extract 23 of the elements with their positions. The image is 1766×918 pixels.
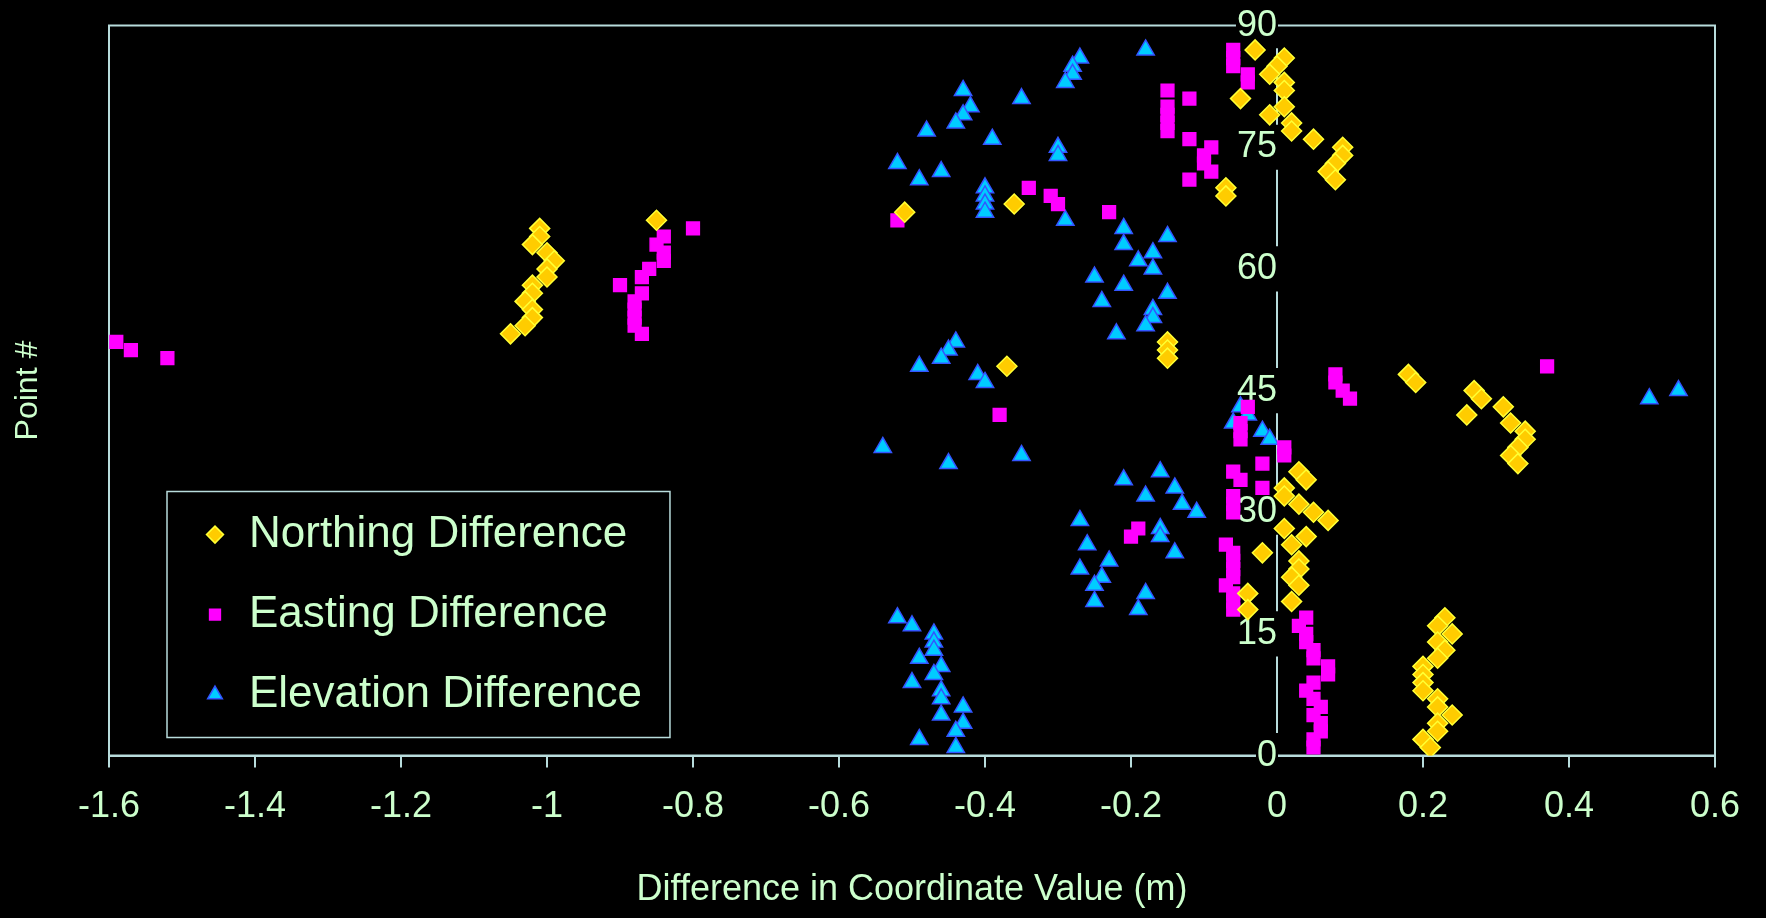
y-tick-label: 90: [1236, 2, 1277, 44]
x-tick-label: -0.8: [661, 784, 725, 826]
y-tick-label: 75: [1236, 124, 1277, 166]
x-tick-label: -0.4: [953, 784, 1017, 826]
y-tick-label: 60: [1236, 245, 1277, 287]
legend-label: Northing Difference: [249, 506, 628, 556]
x-tick-label: -1.4: [223, 784, 287, 826]
x-tick-label: -0.2: [1099, 784, 1163, 826]
x-tick-label: -1.6: [77, 784, 141, 826]
x-tick-label: 0.2: [1397, 784, 1449, 826]
x-tick-label: -1: [530, 784, 564, 826]
y-tick-label: 30: [1236, 489, 1277, 531]
x-axis-title: Difference in Coordinate Value (m): [636, 867, 1188, 909]
x-tick-label: 0.4: [1543, 784, 1595, 826]
legend-label: Elevation Difference: [249, 666, 642, 716]
x-tick-label: 0.6: [1689, 784, 1741, 826]
x-tick-label: -0.6: [807, 784, 871, 826]
legend-label: Easting Difference: [249, 586, 608, 636]
x-tick-label: -1.2: [369, 784, 433, 826]
y-axis-title: Point #: [7, 340, 44, 441]
y-tick-label: 0: [1256, 732, 1277, 774]
y-tick-label: 15: [1236, 610, 1277, 652]
y-tick-label: 45: [1236, 367, 1277, 409]
